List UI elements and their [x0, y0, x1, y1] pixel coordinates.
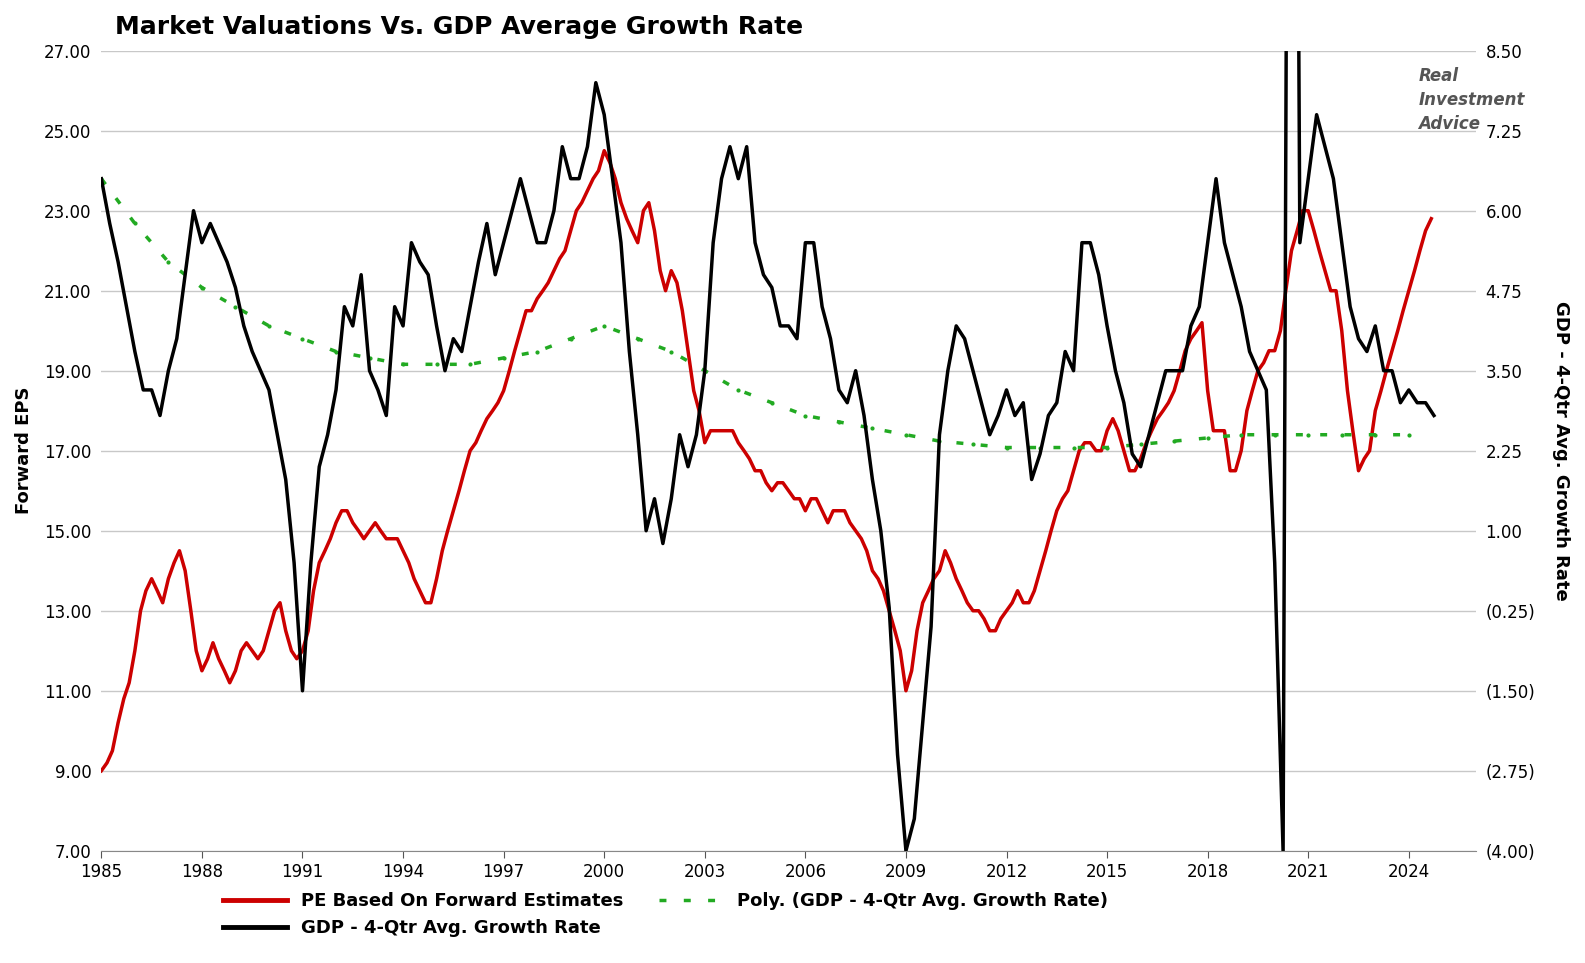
Text: Real
Investment
Advice: Real Investment Advice: [1419, 67, 1525, 133]
Y-axis label: GDP - 4-Qtr Avg. Growth Rate: GDP - 4-Qtr Avg. Growth Rate: [1552, 300, 1571, 601]
Y-axis label: Forward EPS: Forward EPS: [14, 387, 33, 514]
Text: Market Valuations Vs. GDP Average Growth Rate: Market Valuations Vs. GDP Average Growth…: [116, 15, 804, 39]
Legend: PE Based On Forward Estimates, GDP - 4-Qtr Avg. Growth Rate, Poly. (GDP - 4-Qtr : PE Based On Forward Estimates, GDP - 4-Q…: [216, 885, 1116, 945]
